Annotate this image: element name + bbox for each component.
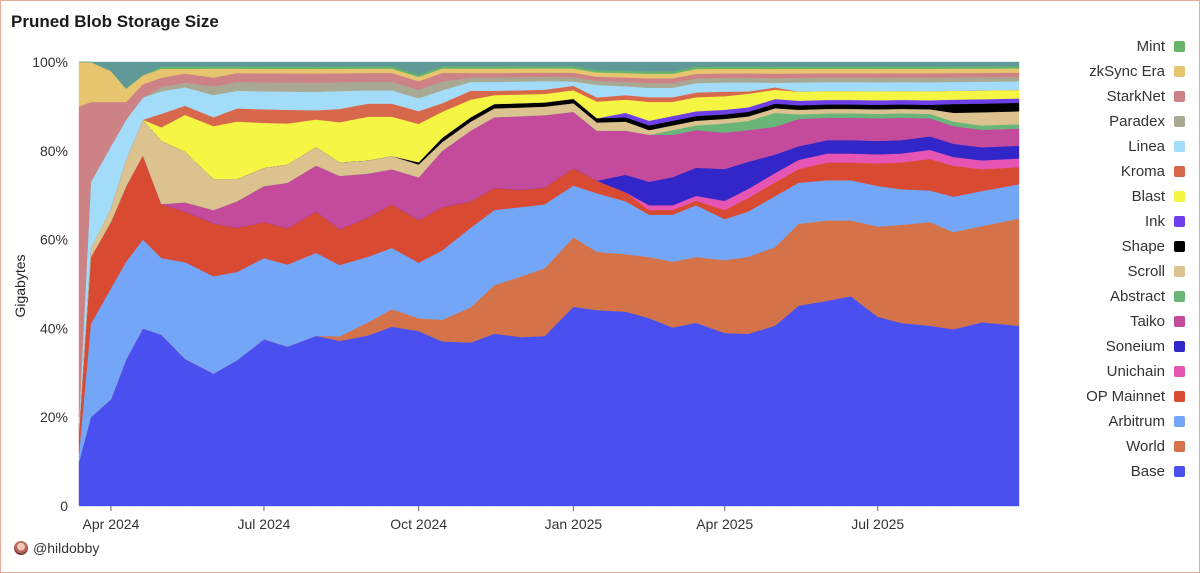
- legend-label: Arbitrum: [1108, 412, 1165, 430]
- legend-label: Shape: [1121, 237, 1165, 255]
- legend-swatch: [1174, 90, 1185, 102]
- legend-swatch: [1174, 465, 1185, 477]
- legend-swatch: [1174, 265, 1185, 277]
- legend-item-unichain[interactable]: Unichain: [1107, 360, 1185, 382]
- y-tick-label: 80%: [40, 143, 68, 159]
- y-tick-label: 0: [60, 498, 68, 514]
- area-series-group: [78, 61, 1020, 507]
- legend-swatch: [1174, 115, 1185, 127]
- area-other: [79, 61, 1020, 89]
- legend-item-op-mainnet[interactable]: OP Mainnet: [1086, 385, 1185, 407]
- legend-item-blast[interactable]: Blast: [1132, 185, 1185, 207]
- x-tick-label: Apr 2024: [83, 516, 140, 532]
- legend-swatch: [1174, 340, 1185, 352]
- author-handle[interactable]: @hildobby: [33, 540, 100, 556]
- legend-swatch: [1174, 140, 1185, 152]
- legend-swatch: [1174, 415, 1185, 427]
- legend-swatch: [1174, 40, 1185, 52]
- legend-label: Linea: [1128, 137, 1165, 155]
- x-tick-label: Oct 2024: [390, 516, 447, 532]
- legend-swatch: [1174, 165, 1185, 177]
- legend-label: Paradex: [1109, 112, 1165, 130]
- legend-label: World: [1126, 437, 1165, 455]
- legend-swatch: [1174, 190, 1185, 202]
- x-tick-label: Jul 2025: [851, 516, 904, 532]
- legend-label: Scroll: [1127, 262, 1165, 280]
- legend-item-taiko[interactable]: Taiko: [1130, 310, 1185, 332]
- legend-item-zksync-era[interactable]: zkSync Era: [1089, 60, 1185, 82]
- legend-label: Soneium: [1105, 337, 1165, 355]
- legend-label: Mint: [1136, 37, 1165, 55]
- legend-item-soneium[interactable]: Soneium: [1106, 335, 1185, 357]
- legend-item-starknet[interactable]: StarkNet: [1107, 85, 1185, 107]
- legend-label: OP Mainnet: [1086, 387, 1165, 405]
- y-tick-label: 40%: [40, 320, 68, 336]
- legend-item-ink[interactable]: Ink: [1145, 210, 1185, 232]
- y-tick-label: 20%: [40, 409, 68, 425]
- legend-swatch: [1174, 240, 1185, 252]
- legend-swatch: [1174, 365, 1185, 377]
- legend-item-base[interactable]: Base: [1131, 460, 1185, 482]
- legend-item-mint[interactable]: Mint: [1137, 35, 1185, 57]
- legend-item-linea[interactable]: Linea: [1128, 135, 1185, 157]
- legend-label: Ink: [1144, 212, 1165, 230]
- legend-swatch: [1174, 215, 1185, 227]
- legend-item-kroma[interactable]: Kroma: [1121, 160, 1185, 182]
- legend-label: zkSync Era: [1089, 62, 1165, 80]
- legend-swatch: [1174, 65, 1185, 77]
- legend-item-scroll[interactable]: Scroll: [1127, 260, 1185, 282]
- legend-label: StarkNet: [1106, 87, 1165, 105]
- x-tick-label: Jan 2025: [545, 516, 603, 532]
- legend-label: Kroma: [1120, 162, 1165, 180]
- legend-swatch: [1174, 440, 1185, 452]
- legend-item-paradex[interactable]: Paradex: [1109, 110, 1185, 132]
- legend-swatch: [1174, 315, 1185, 327]
- legend-item-world[interactable]: World: [1126, 435, 1185, 457]
- avatar-icon: [14, 541, 28, 555]
- legend-label: Abstract: [1109, 287, 1165, 305]
- y-tick-label: 100%: [32, 54, 68, 70]
- author-credit: @hildobby: [14, 540, 99, 556]
- legend-item-shape[interactable]: Shape: [1122, 235, 1185, 257]
- legend-label: Unichain: [1106, 362, 1165, 380]
- x-tick-label: Apr 2025: [696, 516, 753, 532]
- legend-label: Taiko: [1129, 312, 1165, 330]
- legend-swatch: [1174, 390, 1185, 402]
- legend-label: Base: [1130, 462, 1165, 480]
- chart-title: Pruned Blob Storage Size: [11, 12, 219, 31]
- legend-item-abstract[interactable]: Abstract: [1110, 285, 1185, 307]
- legend-item-arbitrum[interactable]: Arbitrum: [1108, 410, 1185, 432]
- y-tick-label: 60%: [40, 232, 68, 248]
- x-tick-label: Jul 2024: [238, 516, 291, 532]
- legend-swatch: [1174, 290, 1185, 302]
- legend-label: Blast: [1131, 187, 1165, 205]
